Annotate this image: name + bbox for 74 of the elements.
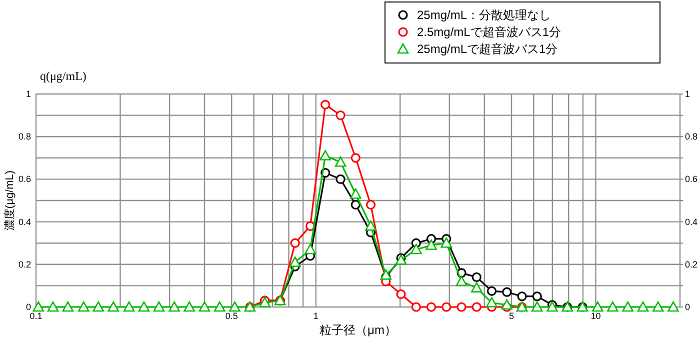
point xyxy=(304,244,316,254)
y2-tick-label: 0.8 xyxy=(685,132,698,142)
point xyxy=(411,302,421,312)
text: q(μg/mL) xyxy=(40,69,86,83)
y-tick-label: 0.2 xyxy=(18,259,31,270)
point xyxy=(366,200,376,210)
point xyxy=(320,100,330,110)
point xyxy=(168,301,180,312)
y-tick-label: 0 xyxy=(26,302,31,312)
point xyxy=(472,272,482,282)
point xyxy=(320,150,331,160)
y2-tick-label: 1 xyxy=(685,89,690,99)
point xyxy=(62,301,74,312)
y-tick-label: 1 xyxy=(26,89,31,99)
point xyxy=(442,302,452,312)
point xyxy=(336,174,346,184)
y2-tick-label: 0 xyxy=(685,302,690,312)
point xyxy=(396,289,406,300)
x-tick-label: 1 xyxy=(313,311,318,321)
legend-label: 25mg/mLで超音波バス1分 xyxy=(417,42,558,56)
point xyxy=(472,302,482,312)
point xyxy=(470,282,482,292)
point xyxy=(501,299,513,310)
legend-label: 25mg/mL：分散処理なし xyxy=(417,8,552,22)
point xyxy=(410,244,422,254)
point xyxy=(138,301,150,312)
point xyxy=(350,200,360,210)
x-tick-label: 0.1 xyxy=(30,311,42,321)
point xyxy=(426,302,436,312)
y2-tick-label: 0.6 xyxy=(685,174,698,184)
y2-tick-label: 0.4 xyxy=(685,216,698,227)
point xyxy=(153,301,165,312)
y-tick-label: 0.8 xyxy=(18,132,31,142)
point xyxy=(440,237,452,248)
point xyxy=(456,302,466,312)
x-tick-label: 5 xyxy=(508,311,514,321)
x-tick-label: 10 xyxy=(590,311,601,321)
y-tick-label: 0.4 xyxy=(18,216,31,227)
point xyxy=(652,301,664,312)
point xyxy=(380,269,392,280)
point xyxy=(426,240,437,250)
point xyxy=(456,276,468,286)
legend-label: 2.5mg/mLで超音波バス1分 xyxy=(417,25,562,39)
x-tick-label: 0.5 xyxy=(225,311,238,321)
point xyxy=(78,301,90,312)
point xyxy=(531,301,543,312)
point xyxy=(184,301,195,312)
y-tick-label: 0.6 xyxy=(18,174,31,184)
point xyxy=(486,297,498,308)
point xyxy=(290,238,300,248)
point xyxy=(289,256,301,267)
point xyxy=(229,301,240,312)
point xyxy=(198,301,210,312)
point xyxy=(350,153,360,163)
point xyxy=(365,220,376,231)
point xyxy=(214,301,226,312)
point xyxy=(334,156,346,167)
point xyxy=(622,301,634,312)
point xyxy=(517,292,527,302)
point xyxy=(502,287,512,297)
x-axis-title: 粒子径（μm） xyxy=(320,323,396,337)
point xyxy=(108,301,120,312)
point xyxy=(350,188,362,199)
point xyxy=(92,301,104,312)
y-axis-title: 濃度(μg/mL) xyxy=(3,170,16,231)
point xyxy=(592,301,604,312)
point xyxy=(486,286,497,296)
point xyxy=(336,110,346,120)
point xyxy=(532,292,542,302)
y2-tick-label: 0.2 xyxy=(685,259,698,270)
point xyxy=(607,301,618,312)
point xyxy=(637,301,649,312)
point xyxy=(47,301,59,312)
point xyxy=(123,301,135,312)
